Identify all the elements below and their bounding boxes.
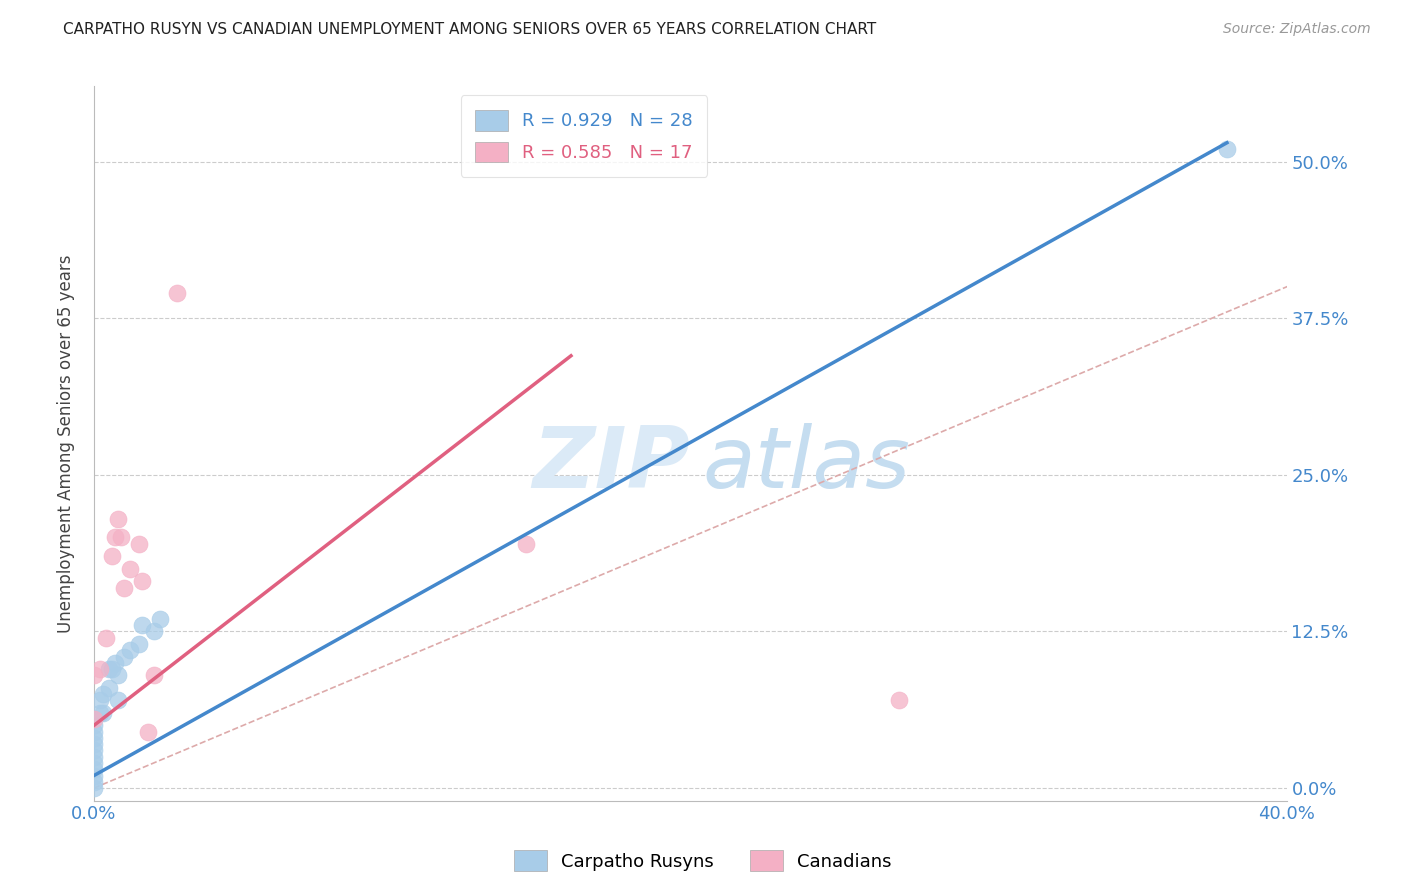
- Point: [148, 612, 170, 626]
- Point: [83, 756, 105, 770]
- Point: [107, 511, 129, 525]
- Point: [142, 624, 165, 639]
- Point: [142, 668, 165, 682]
- Point: [110, 531, 132, 545]
- Text: atlas: atlas: [702, 424, 910, 507]
- Point: [107, 668, 129, 682]
- Point: [83, 731, 105, 745]
- Point: [128, 537, 150, 551]
- Point: [97, 681, 120, 695]
- Point: [94, 631, 117, 645]
- Text: CARPATHO RUSYN VS CANADIAN UNEMPLOYMENT AMONG SENIORS OVER 65 YEARS CORRELATION : CARPATHO RUSYN VS CANADIAN UNEMPLOYMENT …: [63, 22, 876, 37]
- Point: [104, 531, 127, 545]
- Legend: Carpatho Rusyns, Canadians: Carpatho Rusyns, Canadians: [508, 843, 898, 879]
- Legend: R = 0.929   N = 28, R = 0.585   N = 17: R = 0.929 N = 28, R = 0.585 N = 17: [461, 95, 707, 177]
- Point: [83, 768, 105, 782]
- Point: [91, 706, 114, 720]
- Point: [112, 649, 135, 664]
- Point: [83, 718, 105, 732]
- Point: [89, 706, 111, 720]
- Point: [131, 574, 153, 589]
- Point: [91, 687, 114, 701]
- Point: [131, 618, 153, 632]
- Text: ZIP: ZIP: [533, 424, 690, 507]
- Point: [101, 662, 124, 676]
- Point: [97, 662, 120, 676]
- Point: [83, 737, 105, 751]
- Point: [83, 749, 105, 764]
- Text: Source: ZipAtlas.com: Source: ZipAtlas.com: [1223, 22, 1371, 37]
- Point: [83, 762, 105, 776]
- Point: [515, 537, 537, 551]
- Point: [166, 286, 188, 301]
- Point: [83, 712, 105, 726]
- Point: [128, 637, 150, 651]
- Point: [118, 643, 141, 657]
- Point: [83, 774, 105, 789]
- Point: [107, 693, 129, 707]
- Point: [101, 549, 124, 564]
- Point: [118, 562, 141, 576]
- Point: [89, 693, 111, 707]
- Point: [83, 724, 105, 739]
- Point: [83, 743, 105, 757]
- Point: [83, 781, 105, 796]
- Point: [83, 668, 105, 682]
- Point: [89, 662, 111, 676]
- Point: [104, 656, 127, 670]
- Point: [887, 693, 910, 707]
- Point: [1216, 142, 1239, 156]
- Y-axis label: Unemployment Among Seniors over 65 years: Unemployment Among Seniors over 65 years: [58, 254, 75, 632]
- Point: [136, 724, 159, 739]
- Point: [112, 581, 135, 595]
